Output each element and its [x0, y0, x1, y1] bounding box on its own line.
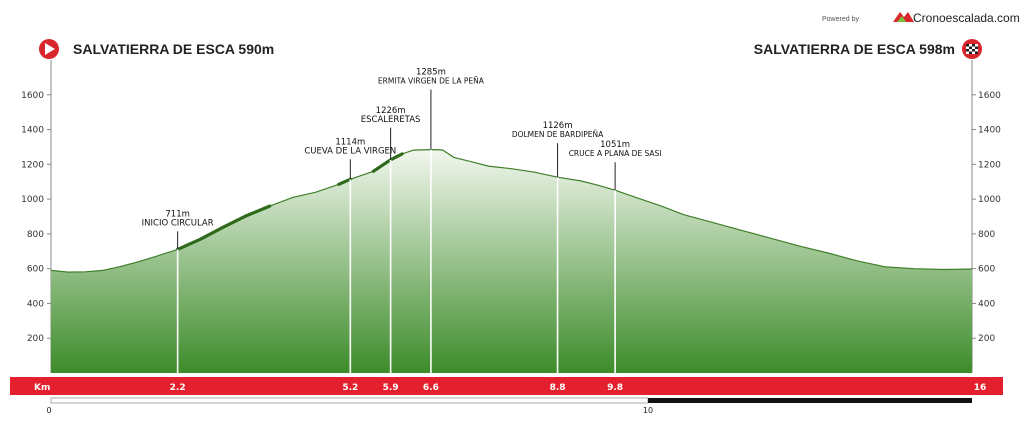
- waypoint-name: ESCALERETAS: [361, 115, 421, 125]
- y-tick-label-left: 600: [27, 265, 44, 275]
- waypoint-altitude: 1285m: [416, 68, 446, 78]
- waypoint-altitude: 1114m: [335, 137, 365, 147]
- waypoint-name: CUEVA DE LA VIRGEN: [304, 146, 396, 156]
- y-tick-label-right: 1200: [978, 160, 1001, 170]
- waypoint-altitude: 1226m: [376, 106, 406, 116]
- waypoint-altitude: 1126m: [543, 121, 573, 131]
- km-label: 5.2: [342, 383, 358, 393]
- start-title: SALVATIERRA DE ESCA 590m: [73, 41, 274, 57]
- y-tick-label-left: 1200: [21, 160, 44, 170]
- y-tick-label-left: 1000: [21, 195, 44, 205]
- km-labels: 2.2 5.2 5.9 6.6 8.8 9.8 16: [170, 383, 987, 393]
- waypoint-name: INICIO CIRCULAR: [142, 218, 214, 228]
- y-tick-label-right: 1000: [978, 195, 1001, 205]
- y-tick-label-left: 800: [27, 230, 44, 240]
- km-label: 6.6: [423, 383, 439, 393]
- y-tick-label-right: 200: [978, 334, 995, 344]
- y-tick-label-left: 400: [27, 299, 44, 309]
- brand-logo-icon: [893, 12, 914, 22]
- km-label: 8.8: [550, 383, 566, 393]
- y-tick-label-right: 1600: [978, 91, 1001, 101]
- brand-name[interactable]: Cronoescalada.com: [913, 11, 1020, 25]
- finish-flag-icon: [962, 39, 982, 59]
- scale-bar: [50, 397, 972, 404]
- waypoint-altitude: 711m: [165, 209, 190, 219]
- km-label: 9.8: [607, 383, 623, 393]
- y-tick-label-right: 400: [978, 299, 995, 309]
- brand-logo-accent: [897, 16, 906, 22]
- waypoint-name: CRUCE A PLANA DE SASI: [569, 149, 662, 158]
- waypoint-altitude: 1051m: [600, 140, 630, 150]
- y-ticks: 200 200 400 400 600 600 800 800 1000 1000 1200 1200…: [21, 91, 1001, 344]
- waypoint-name: ERMITA VIRGEN DE LA PEÑA: [378, 77, 485, 86]
- scale-label: 0: [46, 406, 51, 415]
- km-axis-label: Km: [34, 383, 50, 393]
- km-label: 16: [974, 383, 987, 393]
- km-band: [10, 377, 1003, 395]
- y-tick-label-left: 1600: [21, 91, 44, 101]
- km-label: 5.9: [383, 383, 399, 393]
- waypoint-name: DOLMEN DE BARDIPEÑA: [512, 130, 604, 139]
- powered-by-text: Powered by: [822, 16, 859, 23]
- play-icon: [39, 39, 59, 59]
- km-label: 2.2: [170, 383, 186, 393]
- y-tick-label-left: 1400: [21, 126, 44, 136]
- end-title: SALVATIERRA DE ESCA 598m: [754, 41, 955, 57]
- y-tick-label-right: 800: [978, 230, 995, 240]
- scale-label: 10: [643, 406, 653, 415]
- elevation-area: [51, 149, 972, 373]
- scale-labels: 0 10: [46, 406, 653, 415]
- steep-segment: [176, 152, 404, 251]
- y-tick-label-left: 200: [27, 334, 44, 344]
- y-tick-label-right: 600: [978, 265, 995, 275]
- y-tick-label-right: 1400: [978, 126, 1001, 136]
